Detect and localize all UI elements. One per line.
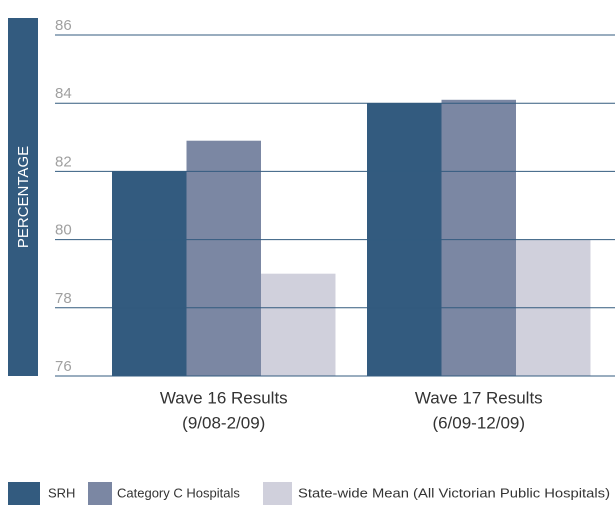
bar [441,99,516,376]
y-tick-label: 82 [55,153,72,170]
y-tick-label: 80 [55,222,72,239]
legend-swatch [263,482,292,505]
bar [261,273,336,376]
legend-label: Category C Hospitals [117,485,240,500]
legend-swatch [8,482,40,505]
x-tick-label: Wave 16 Results [160,388,288,407]
x-tick-label: (9/08-2/09) [182,413,265,432]
bar [112,171,187,376]
x-tick-label: (6/09-12/09) [432,413,525,432]
y-tick-label: 86 [55,17,72,34]
bar [186,140,261,376]
y-tick-label: 78 [55,290,72,307]
legend-label: State-wide Mean (All Victorian Public Ho… [298,485,610,500]
legend-swatch [88,482,112,505]
y-label-band [8,18,38,376]
x-tick-label: Wave 17 Results [415,388,543,407]
y-tick-label: 84 [55,85,72,102]
y-tick-label: 76 [55,358,72,375]
y-axis-label: PERCENTAGE [15,146,32,248]
legend-label: SRH [48,485,75,500]
